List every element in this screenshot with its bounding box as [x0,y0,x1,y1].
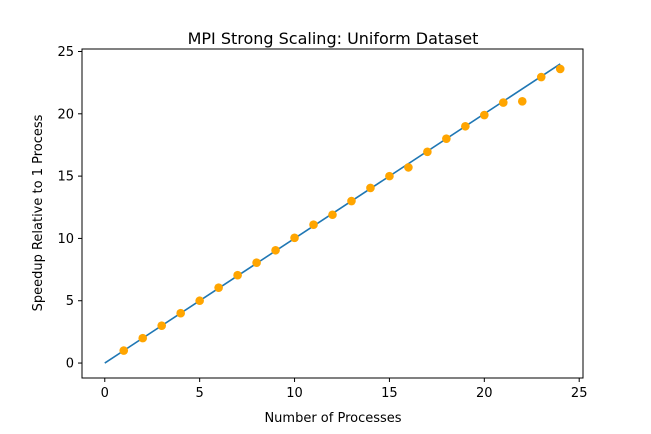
chart-title: MPI Strong Scaling: Uniform Dataset [188,29,479,48]
data-point [517,97,527,106]
data-point [536,72,546,82]
y-axis-ticks: 0 5 10 15 20 25 [57,45,82,372]
y-tick-label: 5 [66,294,74,309]
y-tick-label: 25 [57,45,74,60]
data-point [176,308,185,318]
x-axis-ticks: 0 5 10 15 20 25 [101,378,588,401]
data-point [498,98,508,107]
x-tick-label: 15 [381,386,398,401]
data-point [252,258,261,268]
data-point [328,210,337,220]
data-point [480,110,489,120]
data-point [138,333,148,343]
plot-frame [81,48,584,379]
data-point [309,220,318,230]
data-point [347,196,356,206]
x-tick-label: 20 [476,386,493,401]
y-axis-label: Speedup Relative to 1 Process [31,114,46,311]
data-point [290,233,299,243]
data-point [555,64,565,74]
y-tick-label: 20 [57,107,74,122]
data-point [423,147,432,157]
plot-series [104,63,565,364]
x-tick-label: 10 [286,386,303,401]
y-tick-label: 15 [57,170,74,185]
data-point [214,283,223,292]
data-point [366,183,375,193]
data-point [385,171,394,181]
x-tick-label: 25 [571,386,588,401]
data-point [442,134,451,144]
x-tick-label: 0 [101,386,109,401]
data-point [461,121,470,131]
data-point [157,321,167,330]
data-point [195,296,204,306]
x-axis-label: Number of Processes [264,411,401,426]
data-point [404,163,413,172]
y-tick-label: 10 [57,232,74,247]
data-point [271,245,280,255]
x-tick-label: 5 [196,386,204,401]
y-tick-label: 0 [66,357,74,372]
data-point [119,346,129,355]
data-point [233,270,242,280]
